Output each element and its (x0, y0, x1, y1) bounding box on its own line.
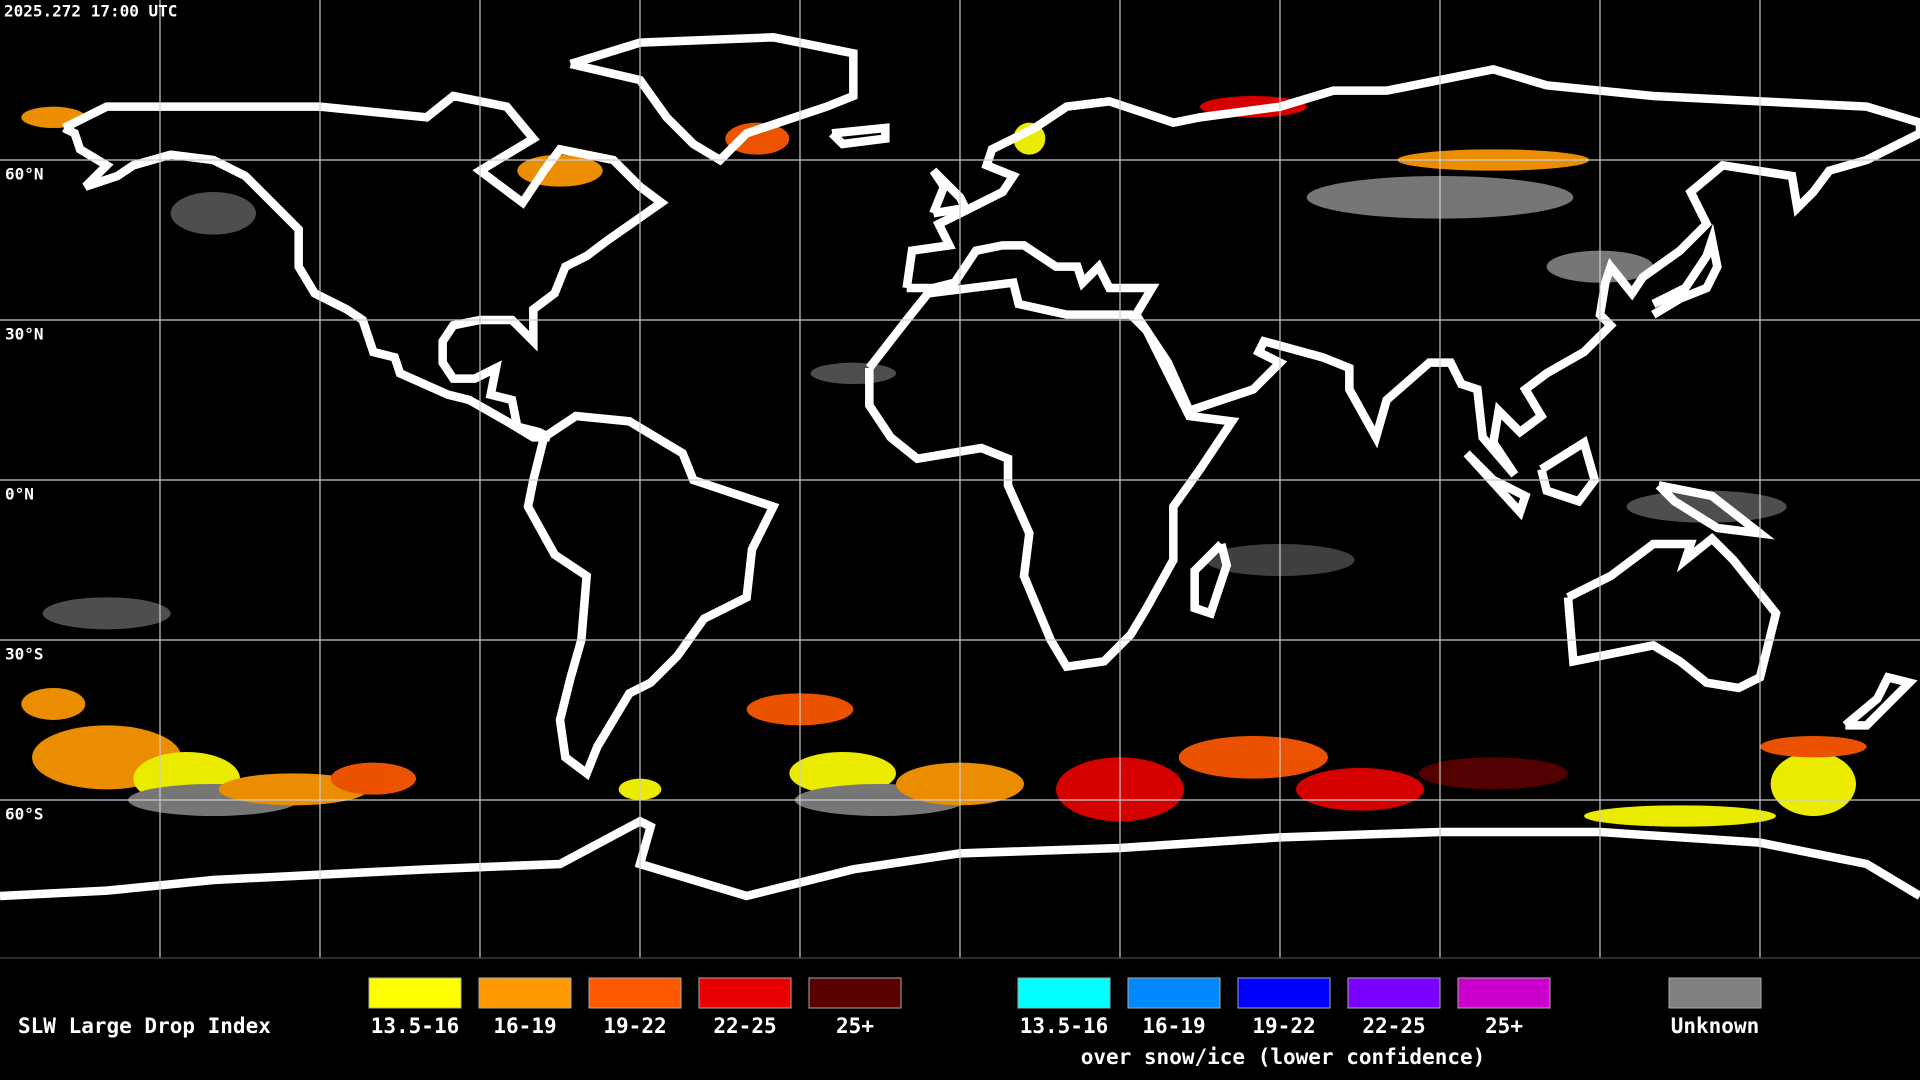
legend-label: 22-25 (1362, 1014, 1425, 1038)
legend-swatch (1017, 977, 1111, 1009)
legend-label: 19-22 (603, 1014, 666, 1038)
legend-label: 25+ (836, 1014, 874, 1038)
legend-label: 16-19 (493, 1014, 556, 1038)
graticule (0, 0, 1920, 958)
legend-swatch (1347, 977, 1441, 1009)
latitude-label: 60°N (5, 165, 44, 184)
latitude-label: 30°S (5, 645, 44, 664)
latitude-label: 0°N (5, 485, 34, 504)
timestamp: 2025.272 17:00 UTC (4, 2, 177, 21)
legend-swatch (478, 977, 572, 1009)
legend-swatch (368, 977, 462, 1009)
legend-swatch (808, 977, 902, 1009)
legend-title: SLW Large Drop Index (18, 1014, 271, 1038)
legend-swatch (698, 977, 792, 1009)
legend-swatch (1668, 977, 1762, 1009)
legend-label: Unknown (1671, 1014, 1760, 1038)
legend-label: 19-22 (1252, 1014, 1315, 1038)
legend-label: 22-25 (713, 1014, 776, 1038)
legend-swatch (588, 977, 682, 1009)
legend-panel (0, 958, 1920, 1080)
legend-swatch (1457, 977, 1551, 1009)
legend-label: 13.5-16 (371, 1014, 460, 1038)
latitude-label: 30°N (5, 325, 44, 344)
legend-label: 13.5-16 (1020, 1014, 1109, 1038)
legend-swatch (1237, 977, 1331, 1009)
coastlines (0, 33, 1920, 901)
snow-ice-note: over snow/ice (lower confidence) (1081, 1045, 1486, 1069)
legend-label: 16-19 (1142, 1014, 1205, 1038)
legend-label: 25+ (1485, 1014, 1523, 1038)
legend-swatch (1127, 977, 1221, 1009)
latitude-label: 60°S (5, 805, 44, 824)
